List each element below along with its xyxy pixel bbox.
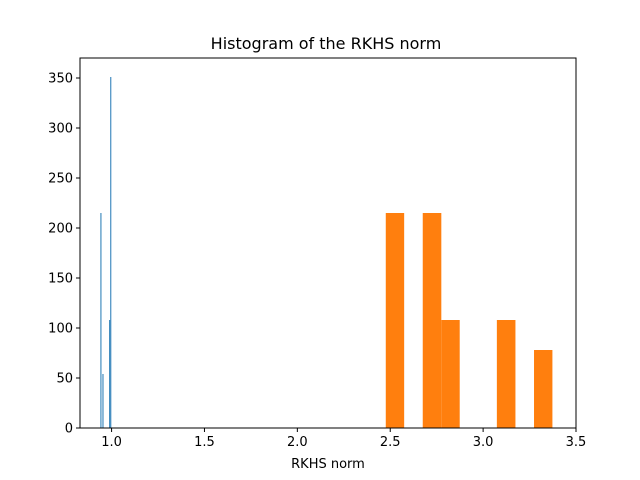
x-tick-label: 3.5 bbox=[566, 435, 587, 450]
x-tick-label: 3.0 bbox=[473, 435, 494, 450]
histogram-bar-s1-2 bbox=[102, 374, 104, 428]
x-tick-label: 1.5 bbox=[194, 435, 215, 450]
x-tick-label: 1.0 bbox=[101, 435, 122, 450]
y-axis: 0 50 100 150 200 250 300 350 bbox=[48, 72, 80, 437]
y-tick-label: 0 bbox=[65, 422, 73, 437]
histogram-bar-s2-2 bbox=[422, 213, 442, 428]
y-tick-label: 150 bbox=[48, 272, 73, 287]
y-tick-label: 100 bbox=[48, 322, 73, 337]
y-tick-label: 50 bbox=[56, 372, 73, 387]
histogram-bar-s1-4 bbox=[110, 77, 112, 428]
histogram-bar-s2-3 bbox=[441, 320, 460, 428]
y-tick-label: 350 bbox=[48, 72, 73, 87]
histogram-bar-s2-5 bbox=[534, 350, 553, 428]
y-tick-label: 250 bbox=[48, 172, 73, 187]
histogram-bar-s1-1 bbox=[100, 213, 102, 428]
x-tick-label: 2.0 bbox=[287, 435, 308, 450]
histogram-bar-s1-3 bbox=[109, 320, 111, 428]
y-tick-label: 200 bbox=[48, 222, 73, 237]
bars-layer bbox=[100, 77, 553, 428]
histogram-bar-s2-1 bbox=[385, 213, 405, 428]
histogram-bar-s2-4 bbox=[496, 320, 516, 428]
chart-title: Histogram of the RKHS norm bbox=[211, 34, 442, 53]
y-tick-label: 300 bbox=[48, 122, 73, 137]
x-tick-label: 2.5 bbox=[380, 435, 401, 450]
x-axis: 1.0 1.5 2.0 2.5 3.0 3.5 bbox=[101, 428, 586, 450]
x-axis-label: RKHS norm bbox=[291, 457, 365, 472]
plot-frame bbox=[79, 57, 577, 429]
